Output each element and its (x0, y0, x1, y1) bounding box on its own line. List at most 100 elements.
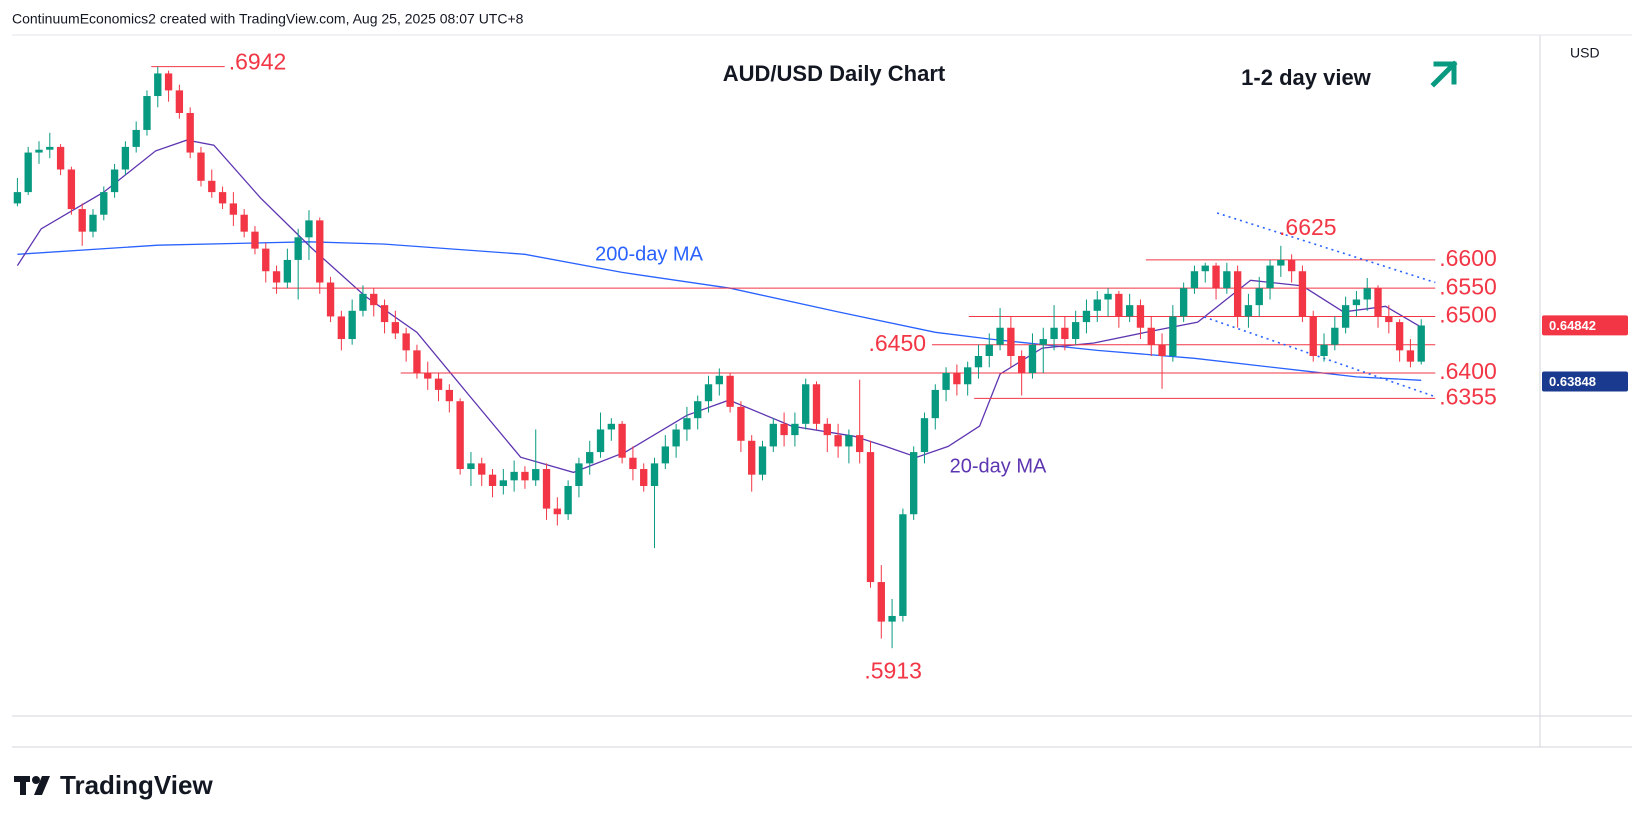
moving-average-line (16, 139, 1422, 474)
candle-body (1277, 259, 1285, 266)
moving-average-label: 20-day MA (950, 455, 1047, 477)
candle-body (488, 474, 497, 486)
candle-body (650, 463, 659, 486)
candle-body (186, 112, 194, 153)
candle-body (629, 457, 637, 470)
candle-body (737, 406, 745, 441)
candle-body (1169, 316, 1177, 357)
moving-average-label: 200-day MA (595, 243, 703, 265)
candle-body (845, 435, 853, 447)
candle-body (208, 180, 216, 193)
candle-body (1179, 288, 1188, 317)
candle-body (1309, 316, 1317, 357)
candle-body (1125, 305, 1134, 317)
candle-body (672, 429, 680, 447)
candle-body (229, 203, 238, 215)
candle-body (413, 350, 421, 373)
candle-body (802, 384, 810, 424)
candle-body (899, 514, 907, 616)
candle-body (1061, 327, 1069, 340)
candle-body (564, 485, 572, 515)
moving-average-line (17, 241, 1422, 381)
candle-body (283, 259, 292, 283)
chart-title: AUD/USD Daily Chart (723, 61, 946, 86)
candle-body (683, 418, 691, 430)
candle-body (726, 375, 734, 407)
candle-body (1298, 271, 1307, 317)
candle-body (1385, 316, 1393, 323)
candle-body (272, 271, 281, 283)
candle-body (262, 248, 270, 272)
candle-body (89, 214, 97, 232)
candle-body (553, 508, 562, 515)
candle-body (337, 316, 346, 340)
candle-body (1093, 299, 1101, 311)
candle-body (586, 452, 594, 464)
candle-body (1050, 327, 1058, 340)
candle-body (1287, 259, 1296, 272)
trend-line (1216, 212, 1436, 284)
candle-body (985, 344, 993, 357)
candle-body (974, 356, 983, 368)
candle-body (1331, 327, 1339, 345)
candle-body (953, 372, 961, 385)
candle-body (931, 389, 939, 419)
candle-body (434, 378, 443, 390)
candle-body (618, 423, 626, 458)
chart-subtitle: 1-2 day view (1241, 65, 1372, 90)
candle-body (251, 231, 259, 249)
candle-body (1017, 356, 1026, 373)
candle-body (240, 214, 248, 232)
candle-body (13, 192, 22, 204)
candle-body (964, 367, 972, 385)
candle-body (154, 73, 162, 97)
candle-body (326, 282, 335, 317)
candle-body (1028, 344, 1037, 373)
candle-body (78, 209, 86, 232)
candle-body (132, 129, 140, 147)
candle-body (1082, 310, 1091, 323)
candle-body (704, 384, 713, 402)
candle-body (348, 310, 356, 340)
candle-body (780, 423, 788, 436)
candle-body (380, 305, 389, 323)
candle-body (121, 146, 130, 170)
candle-body (46, 146, 54, 150)
candle-body (1233, 271, 1242, 317)
candle-body (110, 169, 119, 193)
candle-body (445, 389, 454, 402)
candle-body (769, 423, 777, 447)
candle-body (661, 446, 669, 464)
candle-body (1320, 344, 1328, 357)
tradingview-logo (14, 776, 50, 795)
brand: TradingView (60, 770, 213, 800)
candle-body (942, 372, 950, 390)
candle-body (607, 423, 615, 430)
candle-body (1417, 325, 1425, 362)
candle-body (1190, 271, 1199, 289)
candle-body (175, 90, 184, 113)
candle-body (910, 452, 918, 515)
candle-body (596, 429, 605, 453)
candle-body (1136, 305, 1145, 328)
candle-body (694, 401, 702, 419)
candle-body (521, 471, 529, 481)
level-label: .6550 (1439, 273, 1497, 299)
candle-body (834, 435, 842, 447)
candle-body (424, 372, 432, 379)
candle-body (812, 384, 821, 424)
level-label: .6600 (1439, 245, 1497, 271)
candle-body (1406, 350, 1415, 362)
annotation-label: .6625 (1279, 214, 1337, 240)
price-label-box (1542, 371, 1628, 392)
candle-body (294, 237, 302, 260)
candle-body (499, 480, 508, 486)
candle-body (24, 152, 32, 193)
candle-body (456, 401, 464, 470)
candle-body (791, 423, 799, 436)
candle-body (575, 463, 583, 486)
up-arrow (1430, 60, 1458, 88)
candle-body (1007, 327, 1015, 357)
candle-body (143, 96, 151, 130)
